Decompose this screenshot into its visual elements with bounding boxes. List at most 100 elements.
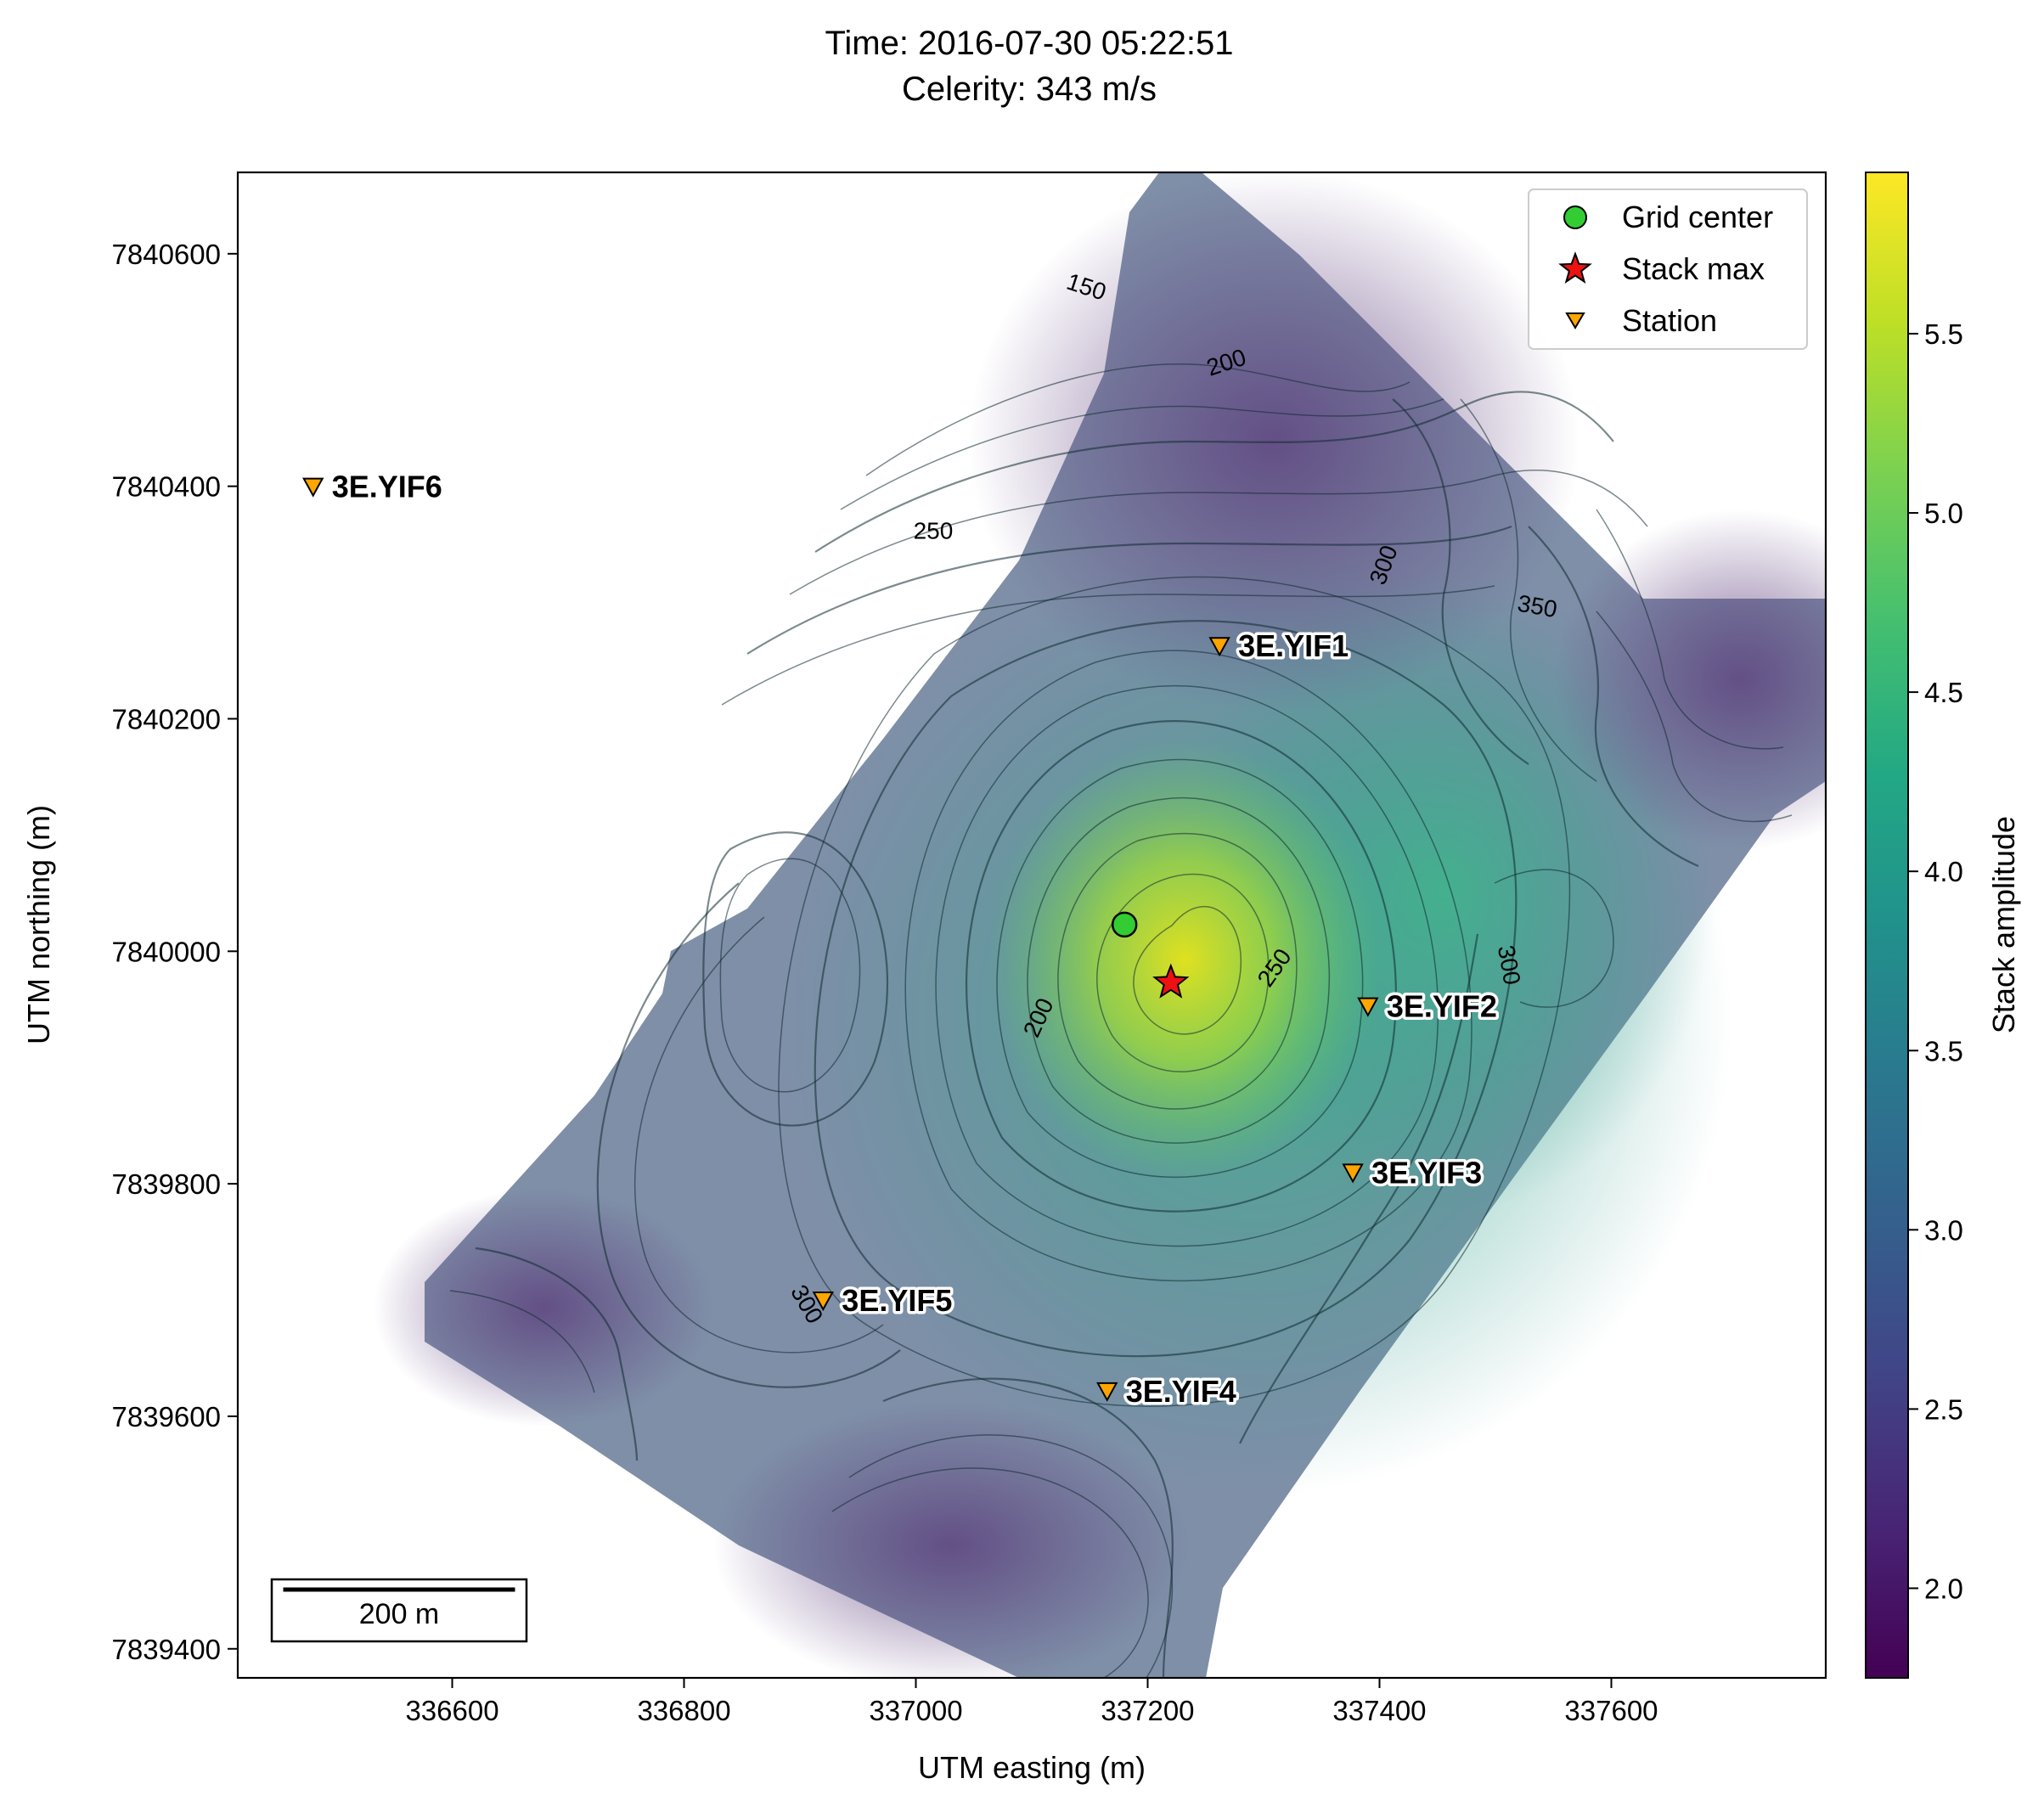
contour-line — [721, 585, 1495, 706]
y-tick-label: 7840400 — [112, 471, 221, 503]
contour-label: 250 — [914, 517, 954, 543]
x-tick-label: 337200 — [1101, 1695, 1194, 1726]
contour-line — [719, 858, 861, 1093]
contour-line — [634, 916, 884, 1354]
contour-line — [848, 1434, 1174, 1678]
grid-center-marker — [1111, 911, 1138, 938]
colorbar: 2.0 2.5 3.0 3.5 4.0 4.5 5.0 5.5 Stack amplitude — [1865, 172, 2021, 1679]
colorbar-tick-label: 4.0 — [1924, 856, 1963, 887]
station-label: 3E.YIF1 — [1238, 628, 1349, 663]
x-tick-label: 337600 — [1564, 1695, 1658, 1726]
contour-line — [1027, 797, 1331, 1144]
station-label: 3E.YIF2 — [1387, 989, 1497, 1024]
y-tick-label: 7840600 — [112, 239, 221, 270]
station-label: 3E.YIF4 — [1126, 1374, 1236, 1409]
scale-bar: 200 m — [270, 1578, 528, 1643]
heatmap-purple-region-east — [1554, 509, 1826, 849]
contour-line — [935, 685, 1439, 1247]
heatmap-peak-region — [989, 739, 1380, 1180]
contour-line — [904, 650, 1472, 1282]
legend-stack-max-label: Stack max — [1622, 251, 1765, 286]
legend-station-label: Station — [1622, 303, 1717, 338]
contour-line — [814, 391, 1614, 553]
contour-line — [1057, 832, 1298, 1110]
grid-center-marker-group — [1111, 911, 1138, 938]
heatmap-purple-region-south — [713, 1401, 1189, 1678]
colorbar-tick-label: 3.0 — [1924, 1214, 1963, 1246]
contour-line — [778, 576, 1571, 1407]
contour-line — [789, 470, 1648, 595]
heatmap-purple-region-southwest — [374, 1189, 713, 1427]
y-tick-label: 7839800 — [112, 1168, 221, 1200]
contour-line — [966, 720, 1397, 1213]
x-tick-label: 336600 — [405, 1695, 498, 1726]
contour-line — [882, 1377, 1174, 1678]
contour-line — [831, 1467, 1149, 1678]
x-tick-label: 337400 — [1332, 1695, 1426, 1726]
legend-grid-center-label: Grid center — [1622, 200, 1773, 234]
contour-line — [1528, 526, 1699, 868]
scale-bar-label: 200 m — [359, 1598, 440, 1630]
y-axis-ticks: 7839400 7839600 7839800 7840000 7840200 78404… — [112, 239, 238, 1665]
legend-box — [1528, 189, 1808, 350]
station-marker — [302, 477, 324, 498]
y-tick-label: 7839400 — [112, 1634, 221, 1665]
y-tick-label: 7839600 — [112, 1401, 221, 1432]
station-marker — [1357, 997, 1379, 1017]
colorbar-tick-label: 2.5 — [1924, 1393, 1963, 1425]
legend: Grid center Stack max Station — [1528, 189, 1808, 350]
colorbar-tick-label: 3.5 — [1924, 1035, 1963, 1067]
contour-line — [1460, 398, 1597, 782]
figure-title-line1: Time: 2016-07-30 05:22:51 — [825, 25, 1233, 62]
station-markers: 3E.YIF1 3E.YIF2 3E.YIF3 3E.YIF4 3E.YIF5 3E.YI… — [302, 466, 1500, 1411]
contour-line — [996, 758, 1364, 1179]
station-marker — [1096, 1382, 1118, 1402]
contour-line — [865, 363, 1411, 476]
stack-max-marker — [1152, 963, 1190, 999]
contour-line — [814, 620, 1518, 1358]
stack-amplitude-heatmap — [374, 172, 1826, 1678]
contour-line — [1133, 906, 1242, 1035]
x-tick-label: 337000 — [869, 1695, 962, 1726]
colorbar-tick-label: 5.0 — [1924, 498, 1963, 529]
legend-grid-center-icon — [1563, 205, 1587, 229]
y-tick-label: 7840000 — [112, 936, 221, 967]
contour-line — [596, 882, 901, 1388]
x-axis-ticks: 336600 336800 337000 337200 337400 337600 — [405, 1678, 1658, 1726]
colorbar-ticks: 2.0 2.5 3.0 3.5 4.0 4.5 5.0 5.5 — [1908, 318, 1963, 1604]
legend-station-icon — [1565, 312, 1585, 329]
contour-line — [1096, 873, 1270, 1072]
x-tick-label: 336800 — [637, 1695, 730, 1726]
station-marker — [1208, 637, 1230, 657]
station-label: 3E.YIF6 — [332, 470, 442, 504]
contour-line — [1239, 933, 1479, 1444]
colorbar-tick-label: 5.5 — [1924, 318, 1963, 350]
contour-line — [840, 398, 1444, 510]
contour-line — [746, 525, 1512, 655]
colorbar-tick-label: 4.5 — [1924, 677, 1963, 708]
y-axis-label: UTM northing (m) — [21, 805, 56, 1044]
y-tick-label: 7840200 — [112, 703, 221, 734]
contour-line — [1494, 869, 1614, 1008]
station-marker — [812, 1292, 834, 1312]
colorbar-gradient — [1865, 172, 1909, 1679]
contour-line — [1596, 611, 1793, 823]
station-label: 3E.YIF3 — [1371, 1155, 1482, 1190]
topographic-contours — [449, 363, 1793, 1678]
x-axis-label: UTM easting (m) — [918, 1750, 1146, 1785]
figure-title-line2: Celerity: 343 m/s — [902, 70, 1157, 108]
contour-line — [449, 1290, 595, 1393]
map-axes-frame — [236, 171, 1827, 1680]
stack-max-marker-group — [1152, 963, 1190, 999]
colorbar-label: Stack amplitude — [1986, 816, 2021, 1033]
station-marker — [1342, 1163, 1364, 1184]
legend-stack-max-icon — [1558, 251, 1592, 284]
colorbar-tick-label: 2.0 — [1924, 1573, 1963, 1604]
contour-line — [475, 1247, 639, 1461]
contour-line — [1392, 398, 1529, 765]
contour-line — [1596, 509, 1784, 750]
station-label: 3E.YIF5 — [842, 1283, 952, 1318]
